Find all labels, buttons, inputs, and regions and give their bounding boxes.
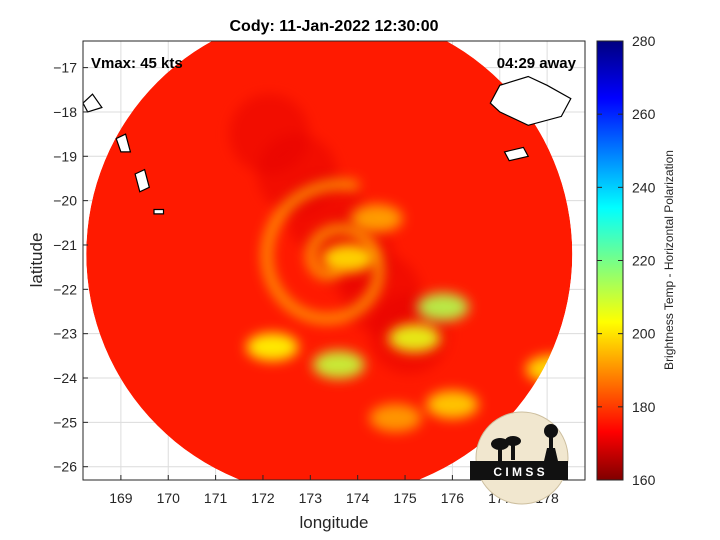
warm-feature — [369, 403, 422, 432]
warm-feature — [312, 350, 365, 379]
x-tick-label: 174 — [346, 490, 370, 506]
y-axis-label: latitude — [27, 233, 46, 288]
warm-feature — [322, 244, 375, 273]
y-tick-label: −19 — [53, 148, 77, 164]
y-tick-label: −17 — [53, 60, 77, 76]
coastlines — [83, 75, 572, 215]
warm-feature — [350, 204, 403, 233]
island-outline — [83, 93, 103, 113]
x-tick-label: 169 — [109, 490, 133, 506]
y-tick-label: −24 — [53, 370, 77, 386]
x-tick-label: 176 — [441, 490, 465, 506]
island-outline — [153, 208, 165, 215]
x-tick-label: 173 — [299, 490, 323, 506]
colorbar-label: Brightness Temp - Horizontal Polarizatio… — [662, 150, 676, 370]
x-axis-label: longitude — [299, 513, 368, 532]
microwave-swath — [86, 41, 573, 480]
colorbar-tick-label: 260 — [632, 106, 656, 122]
island-outline — [489, 75, 572, 126]
axes-frame — [82, 40, 586, 481]
colorbar-tick-label: 280 — [632, 33, 656, 49]
chart-title: Cody: 11-Jan-2022 12:30:00 — [230, 18, 439, 35]
x-tick-label: 171 — [204, 490, 228, 506]
colorbar-tick-label: 180 — [632, 399, 656, 415]
colorbar-ticks: 160 180 200 220 240 260 280 — [597, 33, 656, 488]
island-outline — [503, 146, 530, 162]
y-tick-label: −20 — [53, 193, 77, 209]
y-tick-label: −25 — [53, 414, 77, 430]
warm-feature — [388, 324, 441, 353]
warm-feature — [426, 390, 479, 419]
warm-feature — [416, 293, 469, 322]
island-outline — [115, 133, 132, 153]
time-away-annotation: 04:29 away — [497, 55, 577, 72]
vmax-annotation: Vmax: 45 kts — [91, 55, 183, 72]
spiral-bands — [261, 179, 384, 324]
colorbar-tick-label: 200 — [632, 326, 656, 342]
y-tick-label: −23 — [53, 326, 77, 342]
y-tick-label: −21 — [53, 237, 77, 253]
x-tick-label: 170 — [157, 490, 181, 506]
y-tick-label: −26 — [53, 459, 77, 475]
cimss-logo: C I M S S — [470, 411, 569, 505]
y-tick-label: −22 — [53, 281, 77, 297]
x-tick-label: 175 — [393, 490, 417, 506]
warm-feature — [246, 332, 299, 361]
island-outline — [134, 168, 151, 193]
colorbar-tick-label: 240 — [632, 179, 656, 195]
y-tick-label: −18 — [53, 104, 77, 120]
colorbar-tick-label: 160 — [632, 472, 656, 488]
x-tick-label: 172 — [251, 490, 275, 506]
cimss-logo-text: C I M S S — [493, 465, 544, 479]
x-axis-ticks: 169170171172173174175176177178 — [109, 475, 559, 506]
colorbar-tick-label: 220 — [632, 253, 656, 269]
y-axis-ticks: −17 −18 −19 −20 −21 −22 −23 −24 −25 −26 — [53, 60, 88, 475]
